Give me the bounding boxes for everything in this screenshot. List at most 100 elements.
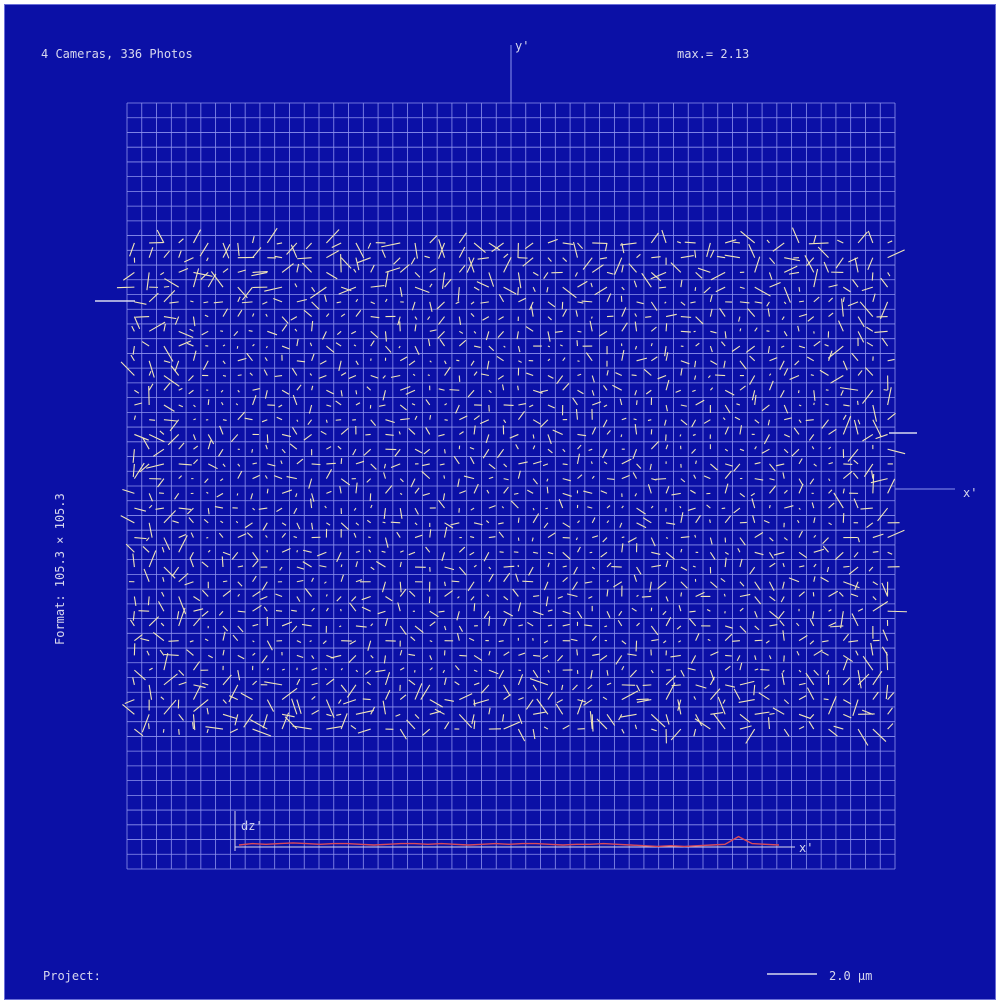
residual-vector — [843, 286, 851, 293]
residual-vector — [724, 515, 731, 524]
residual-vector — [252, 551, 259, 561]
residual-vector — [438, 433, 445, 437]
residual-vector — [486, 489, 490, 494]
residual-vector — [754, 419, 760, 424]
residual-vector — [547, 238, 558, 244]
residual-vector — [768, 655, 772, 660]
residual-vector — [152, 448, 165, 457]
residual-vector — [488, 707, 491, 715]
residual-vector — [575, 537, 578, 541]
residual-vector — [842, 414, 847, 420]
residual-vector — [296, 596, 301, 602]
residual-vector — [788, 577, 800, 583]
residual-vector — [877, 507, 889, 522]
residual-vector — [671, 492, 681, 496]
residual-vector — [302, 549, 312, 553]
residual-vector — [636, 522, 647, 529]
residual-vector — [423, 448, 431, 455]
residual-vector — [483, 610, 490, 619]
residual-vector — [881, 337, 889, 347]
residual-vector — [437, 330, 445, 339]
residual-vector — [782, 472, 785, 479]
residual-vector — [591, 475, 595, 479]
residual-vector — [828, 622, 837, 627]
residual-vector — [183, 257, 194, 263]
residual-vector — [237, 389, 240, 393]
residual-vector — [170, 365, 180, 376]
residual-vector — [163, 360, 171, 364]
residual-vector — [252, 474, 260, 480]
residual-vector — [163, 673, 178, 686]
residual-vector — [503, 253, 509, 259]
residual-vector — [132, 611, 135, 621]
residual-vector — [783, 265, 798, 273]
residual-vector — [218, 448, 224, 457]
residual-vector — [281, 345, 290, 350]
residual-vector — [351, 596, 357, 602]
residual-vector — [855, 650, 859, 656]
residual-vector — [503, 565, 515, 568]
cameras-photos-label: 4 Cameras, 336 Photos — [41, 47, 193, 61]
residual-vector — [335, 419, 342, 421]
residual-vector — [794, 360, 800, 366]
residual-vector — [429, 667, 433, 671]
residual-vector — [429, 621, 436, 627]
residual-vector — [810, 374, 814, 377]
residual-vector — [547, 609, 553, 612]
residual-vector — [178, 507, 192, 510]
residual-vector — [852, 279, 859, 288]
residual-vector — [621, 474, 630, 480]
residual-vector — [547, 624, 553, 627]
residual-vector — [189, 552, 194, 559]
residual-vector — [501, 384, 505, 391]
residual-vector — [769, 257, 776, 265]
residual-vector — [281, 532, 287, 538]
residual-vector — [620, 713, 637, 718]
residual-vector — [577, 389, 584, 395]
residual-vector — [636, 566, 642, 575]
residual-vector — [362, 698, 371, 701]
residual-vector — [376, 561, 386, 568]
residual-vector — [311, 463, 321, 466]
residual-vector — [222, 649, 225, 656]
residual-vector — [651, 356, 658, 362]
residual-vector — [709, 387, 714, 391]
residual-vector — [353, 268, 357, 273]
residual-vector — [168, 640, 179, 642]
residual-vector — [457, 596, 460, 599]
residual-vector — [590, 282, 593, 288]
residual-vector — [709, 688, 721, 700]
residual-vector — [754, 327, 758, 332]
residual-vector — [680, 548, 683, 553]
residual-vector — [525, 326, 534, 332]
residual-vector — [311, 709, 319, 715]
residual-vector — [782, 669, 785, 673]
residual-vector — [399, 561, 402, 568]
residual-vector — [722, 417, 726, 421]
residual-vector — [857, 670, 862, 689]
residual-vector — [218, 532, 224, 538]
residual-vector — [178, 572, 189, 583]
residual-vector — [190, 532, 194, 538]
residual-vector — [619, 398, 623, 406]
residual-vector — [680, 566, 688, 571]
residual-vector — [274, 255, 283, 259]
residual-vector — [621, 640, 627, 645]
residual-vector — [189, 557, 194, 568]
plot-window: 4 Cameras, 336 Photos max.= 2.13 y' x' F… — [4, 4, 996, 1000]
residual-vector — [384, 537, 389, 548]
residual-vector — [264, 286, 283, 292]
residual-vector — [887, 692, 895, 700]
residual-vector — [414, 286, 430, 294]
residual-vector — [221, 556, 224, 568]
residual-vector — [286, 242, 298, 255]
residual-vector — [680, 404, 687, 407]
residual-vector — [843, 404, 850, 407]
residual-vector — [546, 486, 549, 494]
residual-vector — [192, 229, 201, 244]
residual-vector — [258, 507, 268, 510]
residual-vector — [642, 517, 652, 524]
residual-vector — [632, 472, 638, 479]
residual-vector — [304, 588, 313, 597]
residual-vector — [875, 433, 888, 440]
